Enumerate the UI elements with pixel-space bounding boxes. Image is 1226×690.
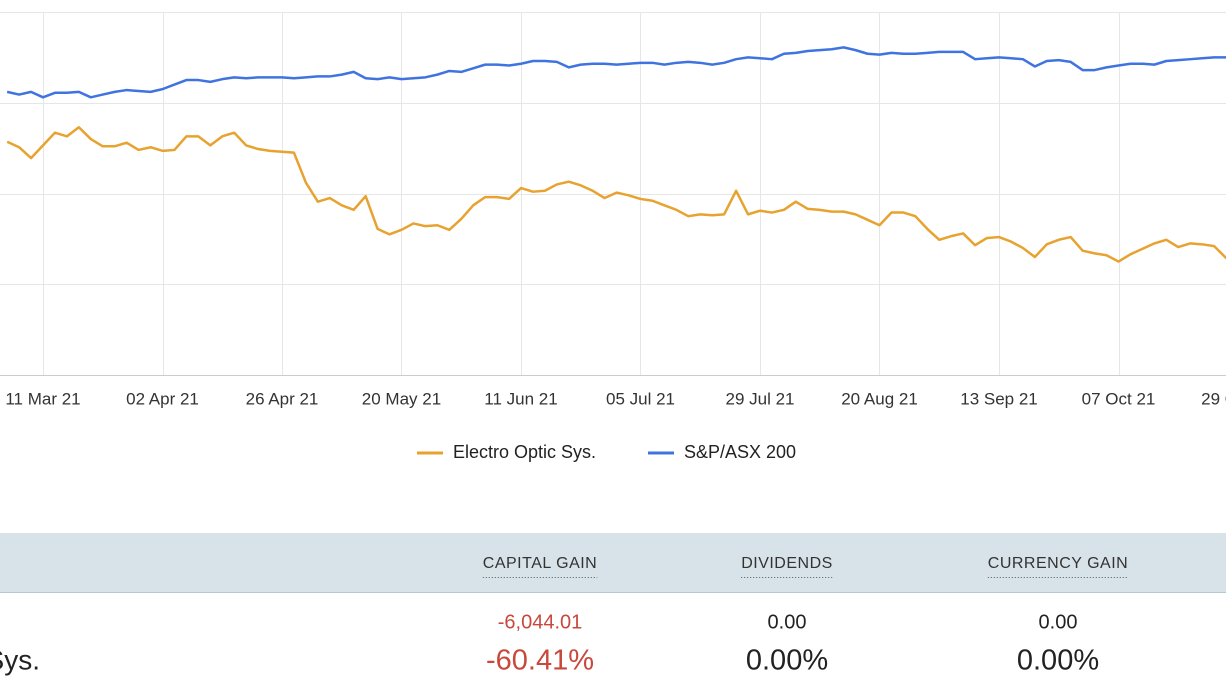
x-tick-label: 20 Aug 21: [841, 389, 918, 408]
x-tick-label: 11 Jun 21: [484, 389, 557, 408]
legend-label: S&P/ASX 200: [684, 442, 796, 462]
x-tick-label: 07 Oct 21: [1082, 389, 1156, 408]
series-line: [6, 46, 1226, 99]
x-tick-label: 13 Sep 21: [960, 389, 1038, 408]
percent: -60.41%: [486, 645, 594, 677]
column-header: DIVIDENDS: [741, 555, 833, 572]
legend-label: Electro Optic Sys.: [453, 442, 596, 462]
row-name: Electro Optic Sys.: [0, 644, 40, 675]
column-header: CURRENCY GAIN: [988, 555, 1128, 572]
series-line: [6, 126, 1226, 263]
x-tick-label: 02 Apr 21: [126, 389, 199, 408]
x-tick-label: 29 Jul 21: [726, 389, 795, 408]
x-tick-label: 05 Jul 21: [606, 389, 675, 408]
percent: 0.00%: [1017, 645, 1099, 677]
amount: -6,044.01: [498, 611, 583, 633]
x-tick-label: 20 May 21: [362, 389, 441, 408]
table-header-band: [0, 533, 1226, 592]
amount: 0.00: [768, 611, 807, 633]
amount: 0.00: [1039, 611, 1078, 633]
x-tick-label: 26 Apr 21: [246, 389, 319, 408]
percent: 0.00%: [746, 645, 828, 677]
x-tick-label: 11 Mar 21: [5, 389, 80, 408]
column-header: CAPITAL GAIN: [483, 555, 597, 572]
x-tick-label: 29 Oct 21: [1201, 389, 1226, 408]
